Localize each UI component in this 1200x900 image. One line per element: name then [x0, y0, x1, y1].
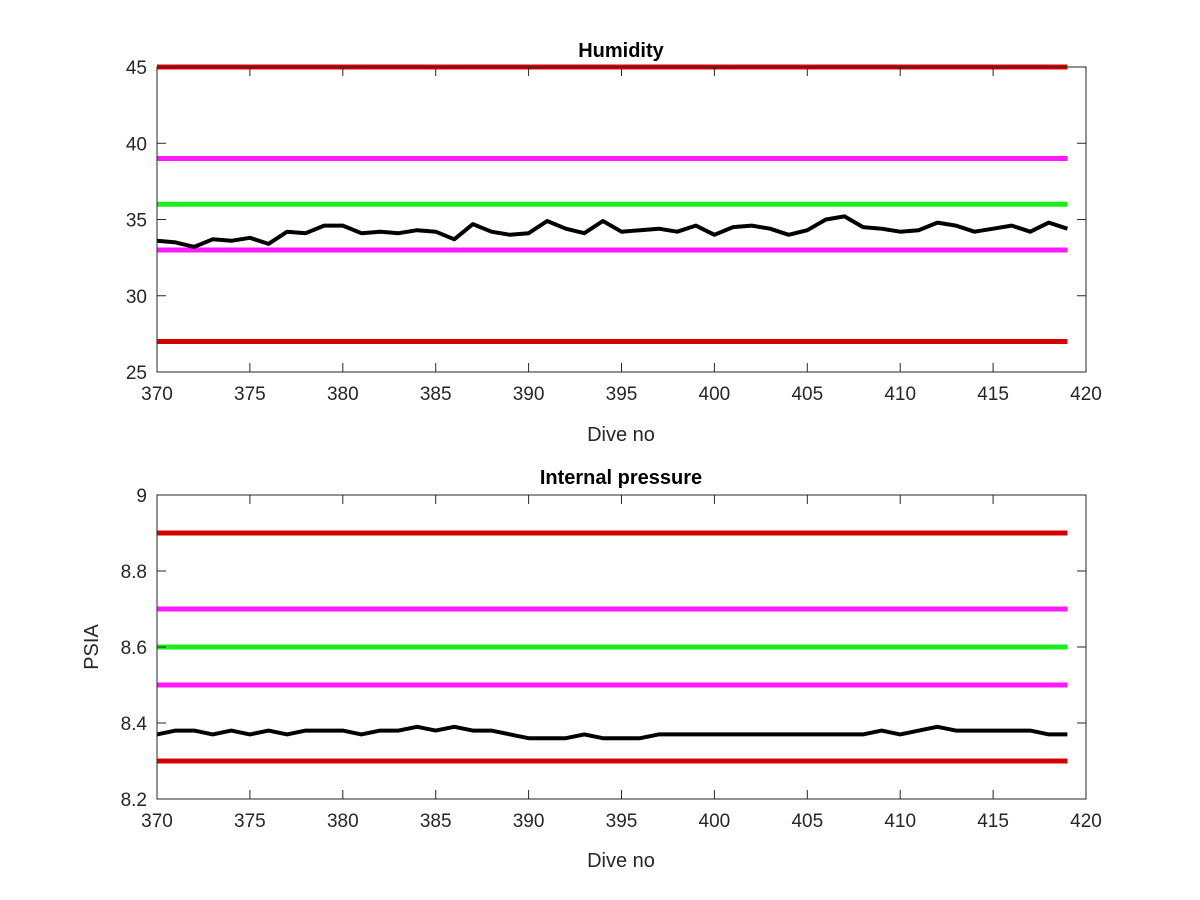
humidity-x-tick-label: 375 — [234, 384, 266, 405]
humidity-y-tick-label: 25 — [126, 363, 147, 384]
pressure-y-tick-label: 8.2 — [121, 790, 147, 811]
pressure-y-tick-label: 8.6 — [121, 638, 147, 659]
humidity-x-tick-label: 370 — [141, 384, 173, 405]
pressure-plot-title: Internal pressure — [540, 467, 702, 489]
humidity-x-axis-label: Dive no — [587, 424, 655, 446]
humidity-plot: Humidity Dive no 370 375 380 385 390 395 400 40… — [126, 40, 1102, 446]
pressure-y-tick-label: 9 — [136, 486, 147, 507]
humidity-x-tick-label: 395 — [606, 384, 638, 405]
pressure-x-tick-label: 400 — [699, 811, 731, 832]
humidity-x-tick-label: 420 — [1070, 384, 1102, 405]
humidity-x-tick-label: 380 — [327, 384, 359, 405]
humidity-y-tick-label: 30 — [126, 287, 147, 308]
humidity-plot-title: Humidity — [578, 40, 664, 62]
pressure-x-tick-label: 420 — [1070, 811, 1102, 832]
pressure-x-tick-label: 410 — [884, 811, 916, 832]
humidity-series-line-0 — [156, 214, 1069, 249]
humidity-y-tick-label: 40 — [126, 134, 147, 155]
humidity-data-layer — [156, 64, 1069, 344]
pressure-data-layer — [156, 530, 1068, 764]
pressure-x-axis-label: Dive no — [587, 850, 655, 872]
humidity-axes-box — [156, 66, 1087, 373]
humidity-y-tick-label: 35 — [126, 211, 147, 232]
pressure-x-tick-label: 380 — [327, 811, 359, 832]
pressure-x-tick-label: 415 — [977, 811, 1009, 832]
humidity-y-tick-label: 45 — [126, 58, 147, 79]
pressure-x-tick-label: 375 — [234, 811, 266, 832]
humidity-x-tick-label: 390 — [513, 384, 545, 405]
humidity-x-tick-label: 415 — [977, 384, 1009, 405]
humidity-x-tick-label: 410 — [884, 384, 916, 405]
humidity-x-tick-label: 385 — [420, 384, 452, 405]
pressure-y-axis-label: PSIA — [81, 624, 103, 670]
pressure-x-tick-label: 405 — [791, 811, 823, 832]
pressure-series-line-0 — [156, 724, 1068, 741]
pressure-plot: Internal pressure Dive no PSIA 370 375 380… — [81, 467, 1102, 872]
pressure-x-tick-label: 395 — [606, 811, 638, 832]
humidity-x-tick-label: 400 — [699, 384, 731, 405]
humidity-x-tick-label: 405 — [791, 384, 823, 405]
pressure-y-tick-label: 8.4 — [121, 714, 148, 735]
pressure-x-tick-label: 370 — [141, 811, 173, 832]
pressure-y-tick-label: 8.8 — [121, 562, 147, 583]
pressure-x-tick-label: 385 — [420, 811, 452, 832]
pressure-x-tick-label: 390 — [513, 811, 545, 832]
